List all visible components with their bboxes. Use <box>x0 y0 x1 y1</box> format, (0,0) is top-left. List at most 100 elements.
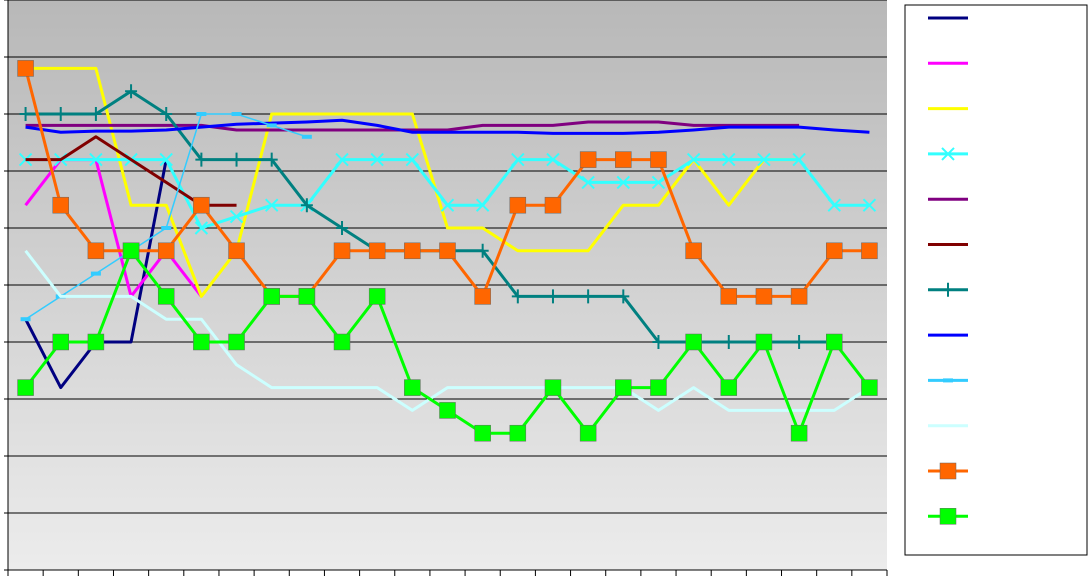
marker <box>298 288 316 305</box>
marker <box>615 379 632 396</box>
marker <box>333 333 351 351</box>
marker <box>755 333 773 351</box>
marker <box>861 242 878 260</box>
series-line <box>24 249 871 412</box>
marker <box>476 243 489 258</box>
marker <box>941 147 955 161</box>
marker <box>125 84 138 99</box>
marker <box>722 152 736 167</box>
marker <box>368 288 386 305</box>
marker <box>474 288 491 305</box>
marker <box>87 242 105 260</box>
marker <box>790 288 808 305</box>
marker <box>616 175 631 190</box>
marker <box>54 107 67 121</box>
marker <box>229 209 244 224</box>
marker <box>546 152 560 167</box>
marker <box>301 134 312 139</box>
marker <box>939 508 957 525</box>
marker <box>826 333 843 351</box>
marker <box>509 196 527 214</box>
marker <box>862 198 877 212</box>
marker <box>546 289 559 304</box>
marker <box>685 333 702 351</box>
marker <box>790 424 808 442</box>
marker <box>827 198 841 212</box>
marker <box>336 221 349 235</box>
legend <box>904 4 1088 556</box>
marker <box>230 152 243 167</box>
marker <box>263 288 280 305</box>
marker <box>792 152 806 167</box>
marker <box>196 112 207 116</box>
marker <box>439 402 456 419</box>
marker <box>939 462 957 480</box>
marker <box>440 198 455 212</box>
marker <box>333 242 351 260</box>
marker <box>544 196 562 214</box>
marker <box>265 152 278 167</box>
marker <box>157 242 175 260</box>
marker <box>404 379 421 396</box>
marker <box>861 379 878 396</box>
marker <box>228 333 245 351</box>
marker <box>160 107 173 121</box>
marker <box>122 242 140 260</box>
series-line <box>25 120 800 132</box>
marker <box>793 335 806 349</box>
marker <box>651 175 666 190</box>
marker <box>617 289 630 304</box>
marker <box>159 152 173 167</box>
marker <box>52 196 69 214</box>
marker <box>264 198 279 212</box>
marker <box>943 378 953 383</box>
marker <box>89 152 103 167</box>
marker <box>720 288 738 305</box>
marker <box>720 379 738 396</box>
marker <box>90 271 101 276</box>
marker <box>942 282 954 297</box>
marker <box>370 152 384 167</box>
marker <box>405 152 420 167</box>
marker <box>439 242 456 260</box>
marker <box>652 335 665 349</box>
marker <box>368 242 386 260</box>
marker <box>335 152 349 167</box>
marker <box>582 289 595 304</box>
marker <box>52 333 69 351</box>
marker <box>722 335 735 349</box>
marker <box>193 196 210 214</box>
marker <box>650 151 667 168</box>
marker <box>686 152 701 167</box>
marker <box>511 289 524 304</box>
marker <box>685 242 702 260</box>
marker <box>194 221 209 235</box>
marker <box>193 333 210 351</box>
marker <box>19 107 32 121</box>
marker <box>17 60 34 77</box>
marker <box>228 242 245 260</box>
marker <box>579 424 597 442</box>
marker <box>511 152 525 167</box>
marker <box>89 107 102 121</box>
marker <box>581 175 595 190</box>
marker <box>757 152 771 167</box>
series-line <box>25 118 870 135</box>
marker <box>650 379 667 396</box>
marker <box>157 288 175 305</box>
marker <box>615 151 632 168</box>
marker <box>20 317 31 322</box>
marker <box>231 112 242 116</box>
marker <box>755 288 773 305</box>
marker <box>475 198 490 212</box>
marker <box>195 152 208 167</box>
marker <box>544 379 562 396</box>
marker <box>579 151 597 168</box>
marker <box>474 424 491 442</box>
marker <box>17 379 34 396</box>
marker <box>87 333 105 351</box>
marker <box>300 198 313 213</box>
marker <box>509 424 527 442</box>
marker <box>404 242 421 260</box>
